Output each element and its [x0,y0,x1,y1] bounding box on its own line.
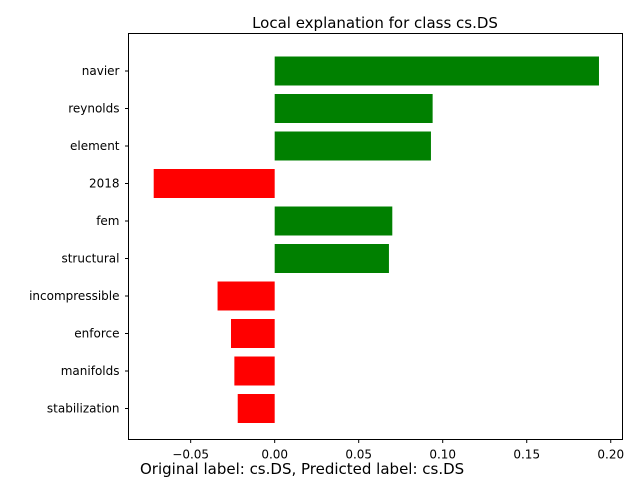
bar-enforce [230,319,275,348]
x-tick-label: 0.05 [345,448,372,462]
y-tick-label: structural [61,252,119,266]
y-tick-label: stabilization [47,402,120,416]
y-axis: navier reynolds element 2018 fem structural in… [29,64,129,416]
chart-title: Local explanation for class cs.DS [252,14,498,32]
y-tick-label: 2018 [89,177,120,191]
bar-structural [274,244,389,273]
y-tick-label: navier [82,64,120,78]
bar-stabilization [237,394,275,423]
bar-element [274,131,431,161]
y-tick-label: fem [96,214,119,228]
bar-navier [274,56,599,86]
bar-2018 [153,169,275,198]
x-tick-label: 0.15 [513,448,540,462]
x-tick-label: −0.05 [172,448,209,462]
bar-reynolds [274,94,433,123]
y-tick-label: element [70,139,120,153]
y-tick-label: enforce [74,327,119,341]
bars-layer [153,56,599,423]
plot-frame [128,33,623,440]
x-tick-label: 0.00 [261,448,288,462]
bar-incompressible [217,281,275,311]
x-axis: −0.05 0.00 0.05 0.10 0.15 0.20 [172,439,624,462]
y-tick-label: reynolds [68,102,119,116]
bar-manifolds [234,356,275,386]
y-tick-label: incompressible [29,289,119,303]
y-tick-label: manifolds [61,364,120,378]
x-tick-label: 0.20 [597,448,624,462]
bar-fem [274,206,393,236]
x-tick-label: 0.10 [429,448,456,462]
label-caption: Original label: cs.DS, Predicted label: … [140,460,465,478]
